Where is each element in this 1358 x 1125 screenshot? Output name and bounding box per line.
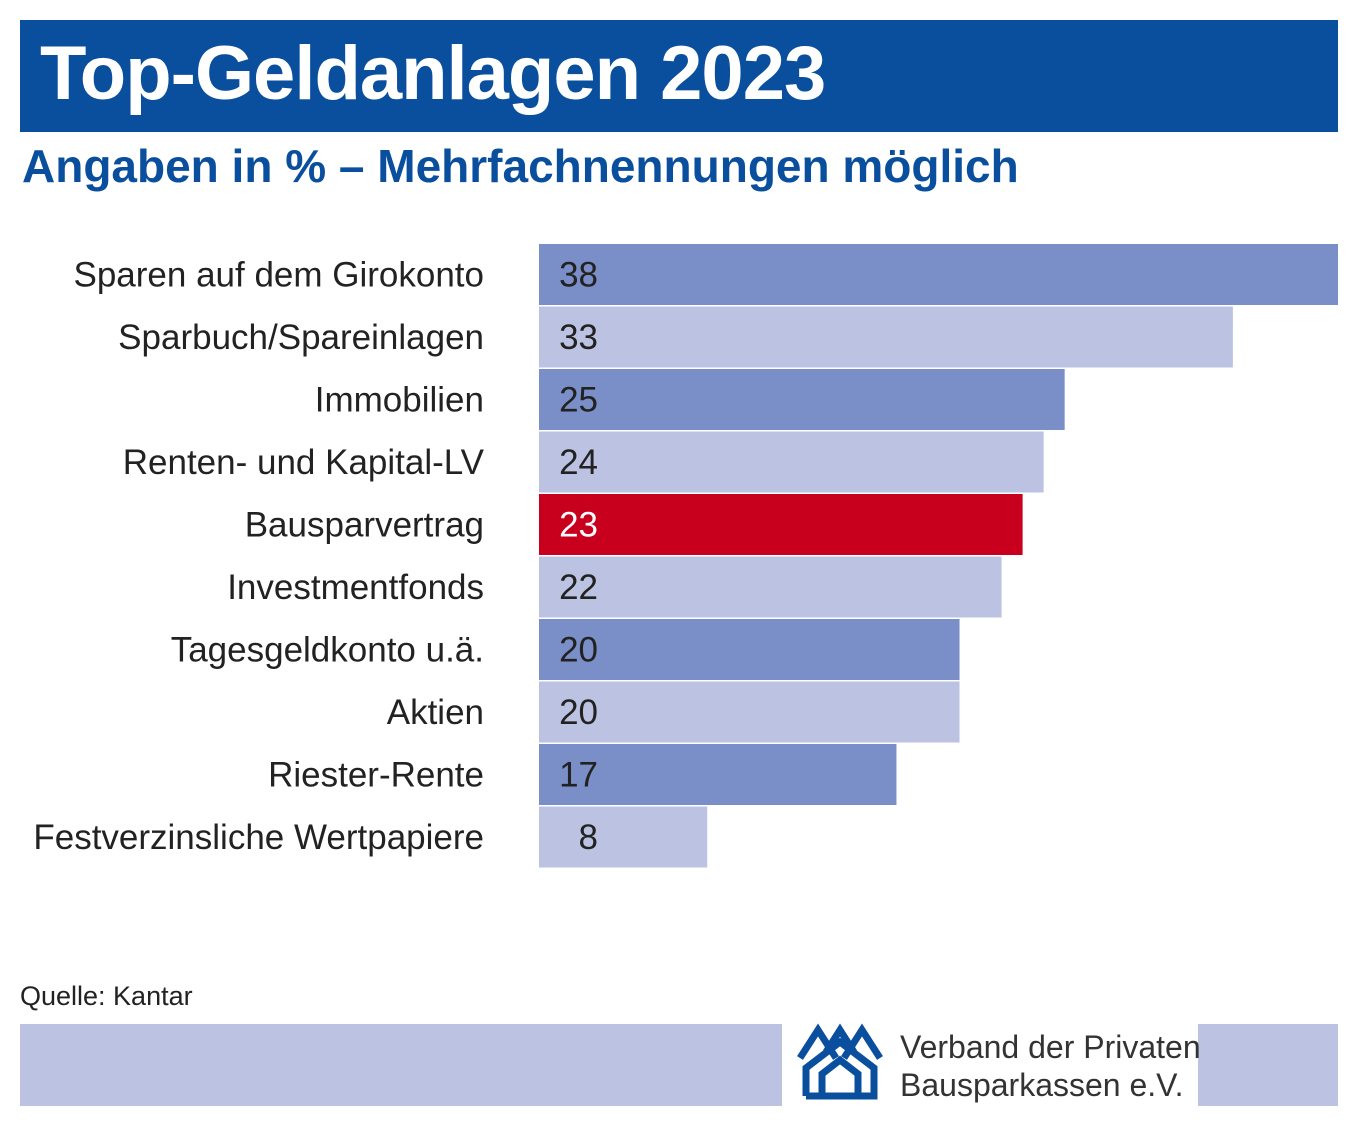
category-label: Tagesgeldkonto u.ä.: [171, 631, 484, 670]
category-label: Festverzinsliche Wertpapiere: [33, 818, 484, 857]
logo-line-2: Bausparkassen e.V.: [900, 1067, 1184, 1103]
value-label: 17: [559, 756, 598, 795]
chart-subtitle: Angaben in % – Mehrfachnennungen möglich: [22, 140, 1019, 192]
bar: [539, 306, 1233, 368]
bar: [539, 806, 708, 868]
bar: [539, 494, 1023, 555]
value-label: 24: [559, 443, 598, 482]
value-label: 23: [559, 506, 598, 545]
title-bar: [20, 20, 1338, 132]
category-label: Riester-Rente: [268, 756, 484, 795]
category-label: Investmentfonds: [227, 568, 484, 607]
value-label: 38: [559, 256, 598, 295]
source-note: Quelle: Kantar: [20, 981, 193, 1011]
footer-band-left: [20, 1024, 782, 1106]
category-label: Renten- und Kapital-LV: [123, 443, 485, 482]
category-label: Immobilien: [315, 381, 484, 420]
bar: [539, 681, 960, 743]
category-label: Sparbuch/Spareinlagen: [118, 318, 484, 357]
value-label: 20: [559, 693, 598, 732]
chart-title: Top-Geldanlagen 2023: [40, 31, 826, 116]
logo-line-1: Verband der Privaten: [900, 1029, 1201, 1065]
value-label: 33: [559, 318, 598, 357]
footer-band-right: [1198, 1024, 1338, 1106]
bar: [539, 619, 960, 680]
value-label: 25: [559, 381, 598, 420]
bar-chart: Sparen auf dem Girokonto 38 Sparbuch/Spare…: [33, 244, 1338, 868]
bar: [539, 556, 1002, 618]
category-label: Aktien: [387, 693, 484, 732]
value-label: 8: [579, 818, 598, 857]
value-label: 22: [559, 568, 598, 607]
bar: [539, 431, 1044, 493]
houses-icon: [797, 1023, 883, 1100]
bar: [539, 744, 897, 805]
bar: [539, 369, 1065, 430]
bar: [539, 244, 1338, 305]
logo-text: Verband der Privaten Bausparkassen e.V.: [900, 1028, 1201, 1104]
category-label: Bausparvertrag: [245, 506, 484, 545]
value-label: 20: [559, 631, 598, 670]
category-label: Sparen auf dem Girokonto: [73, 256, 484, 295]
